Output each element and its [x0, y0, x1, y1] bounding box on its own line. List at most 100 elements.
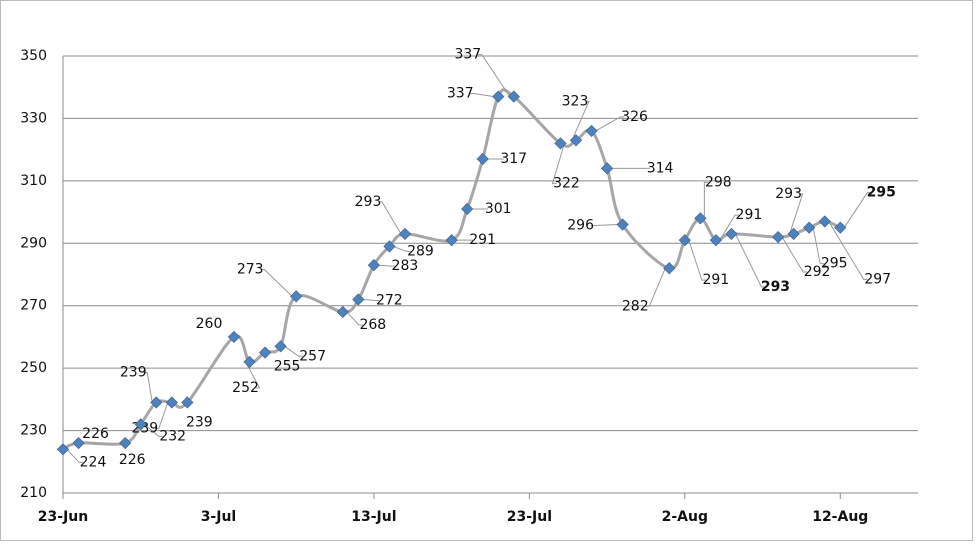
leader-line [477, 54, 511, 97]
y-tick-label: 290 [20, 235, 47, 251]
leader-line [362, 298, 380, 301]
marker [818, 215, 831, 228]
data-label: 224 [80, 454, 107, 470]
marker [290, 290, 303, 303]
marker [259, 346, 272, 359]
marker [663, 262, 676, 275]
marker [803, 221, 816, 234]
data-label: 293 [761, 279, 790, 295]
marker [383, 240, 396, 253]
data-label: 298 [705, 174, 732, 190]
marker [678, 234, 691, 247]
marker [616, 218, 629, 231]
data-label: 226 [119, 452, 146, 468]
marker [274, 340, 287, 353]
data-label: 252 [232, 380, 259, 396]
data-label: 239 [120, 364, 147, 380]
data-label: 273 [237, 261, 264, 277]
data-label: 239 [186, 414, 213, 430]
leader-line [595, 116, 625, 132]
marker [554, 137, 567, 150]
data-label: 293 [355, 194, 382, 210]
leader-line [828, 221, 868, 280]
data-label: 282 [622, 298, 649, 314]
marker [476, 152, 489, 166]
x-tick-label: 23-Jul [507, 509, 552, 525]
data-label: 317 [500, 151, 527, 167]
leader-line [812, 227, 825, 265]
leader-line [843, 192, 872, 228]
data-label: 260 [196, 316, 223, 332]
marker [461, 202, 474, 216]
marker [119, 436, 132, 450]
y-tick-label: 230 [20, 423, 47, 439]
x-tick-label: 2-Aug [662, 509, 708, 525]
marker [445, 234, 458, 247]
y-tick-label: 350 [20, 48, 47, 64]
data-label: 337 [454, 47, 481, 63]
leader-line [260, 268, 293, 297]
marker [507, 90, 520, 103]
marker [150, 396, 163, 409]
marker [134, 418, 147, 431]
marker [336, 305, 349, 319]
leader-line [688, 240, 706, 281]
data-label: 337 [447, 86, 474, 102]
data-label: 314 [647, 160, 674, 176]
marker [165, 396, 178, 409]
data-label: 326 [621, 109, 648, 125]
leader-line [154, 402, 169, 429]
leader-line [346, 311, 363, 326]
data-label: 297 [864, 271, 891, 287]
leader-line [377, 264, 395, 267]
marker [694, 212, 707, 225]
data-label: 291 [702, 272, 729, 288]
marker [601, 162, 614, 175]
leader-line [590, 224, 619, 227]
marker [352, 293, 365, 306]
leader-line [719, 214, 739, 241]
leader-line [571, 100, 590, 141]
leader-line [735, 233, 766, 288]
data-label: 257 [299, 348, 326, 364]
y-tick-label: 270 [20, 298, 47, 314]
data-label: 268 [359, 317, 386, 333]
marker [56, 443, 70, 456]
x-tick-label: 3-Jul [201, 509, 237, 525]
y-tick-label: 310 [20, 173, 47, 189]
marker [725, 227, 738, 241]
leader-line [789, 193, 804, 235]
marker [72, 436, 85, 450]
x-tick-label: 23-Jun [38, 509, 88, 525]
y-tick-label: 330 [20, 110, 47, 126]
data-label: 292 [804, 264, 831, 280]
marker [585, 124, 598, 137]
marker [398, 227, 412, 241]
data-label: 232 [159, 428, 186, 444]
leader-line [393, 245, 411, 252]
data-label: 226 [82, 426, 109, 442]
data-label: 255 [274, 359, 301, 375]
data-label: 323 [562, 93, 589, 109]
marker [787, 227, 800, 241]
data-label: 296 [567, 218, 594, 234]
leader-line [66, 448, 83, 463]
marker [243, 355, 256, 368]
x-tick-label: 12-Aug [812, 509, 868, 525]
data-label: 322 [553, 175, 580, 191]
data-label: 293 [775, 186, 802, 202]
leader-line [470, 93, 495, 98]
marker [227, 330, 241, 344]
leader-line [378, 201, 402, 235]
data-label: 272 [376, 292, 403, 308]
data-label: 291 [736, 207, 763, 223]
data-label: 301 [485, 201, 512, 217]
leader-line [551, 143, 565, 184]
data-label: 295 [821, 256, 848, 272]
data-label: 289 [407, 243, 434, 259]
x-tick-label: 13-Jul [351, 509, 396, 525]
marker [569, 134, 583, 147]
data-label: 295 [867, 185, 896, 201]
y-tick-label: 250 [20, 360, 47, 376]
y-tick-label: 210 [20, 485, 47, 501]
